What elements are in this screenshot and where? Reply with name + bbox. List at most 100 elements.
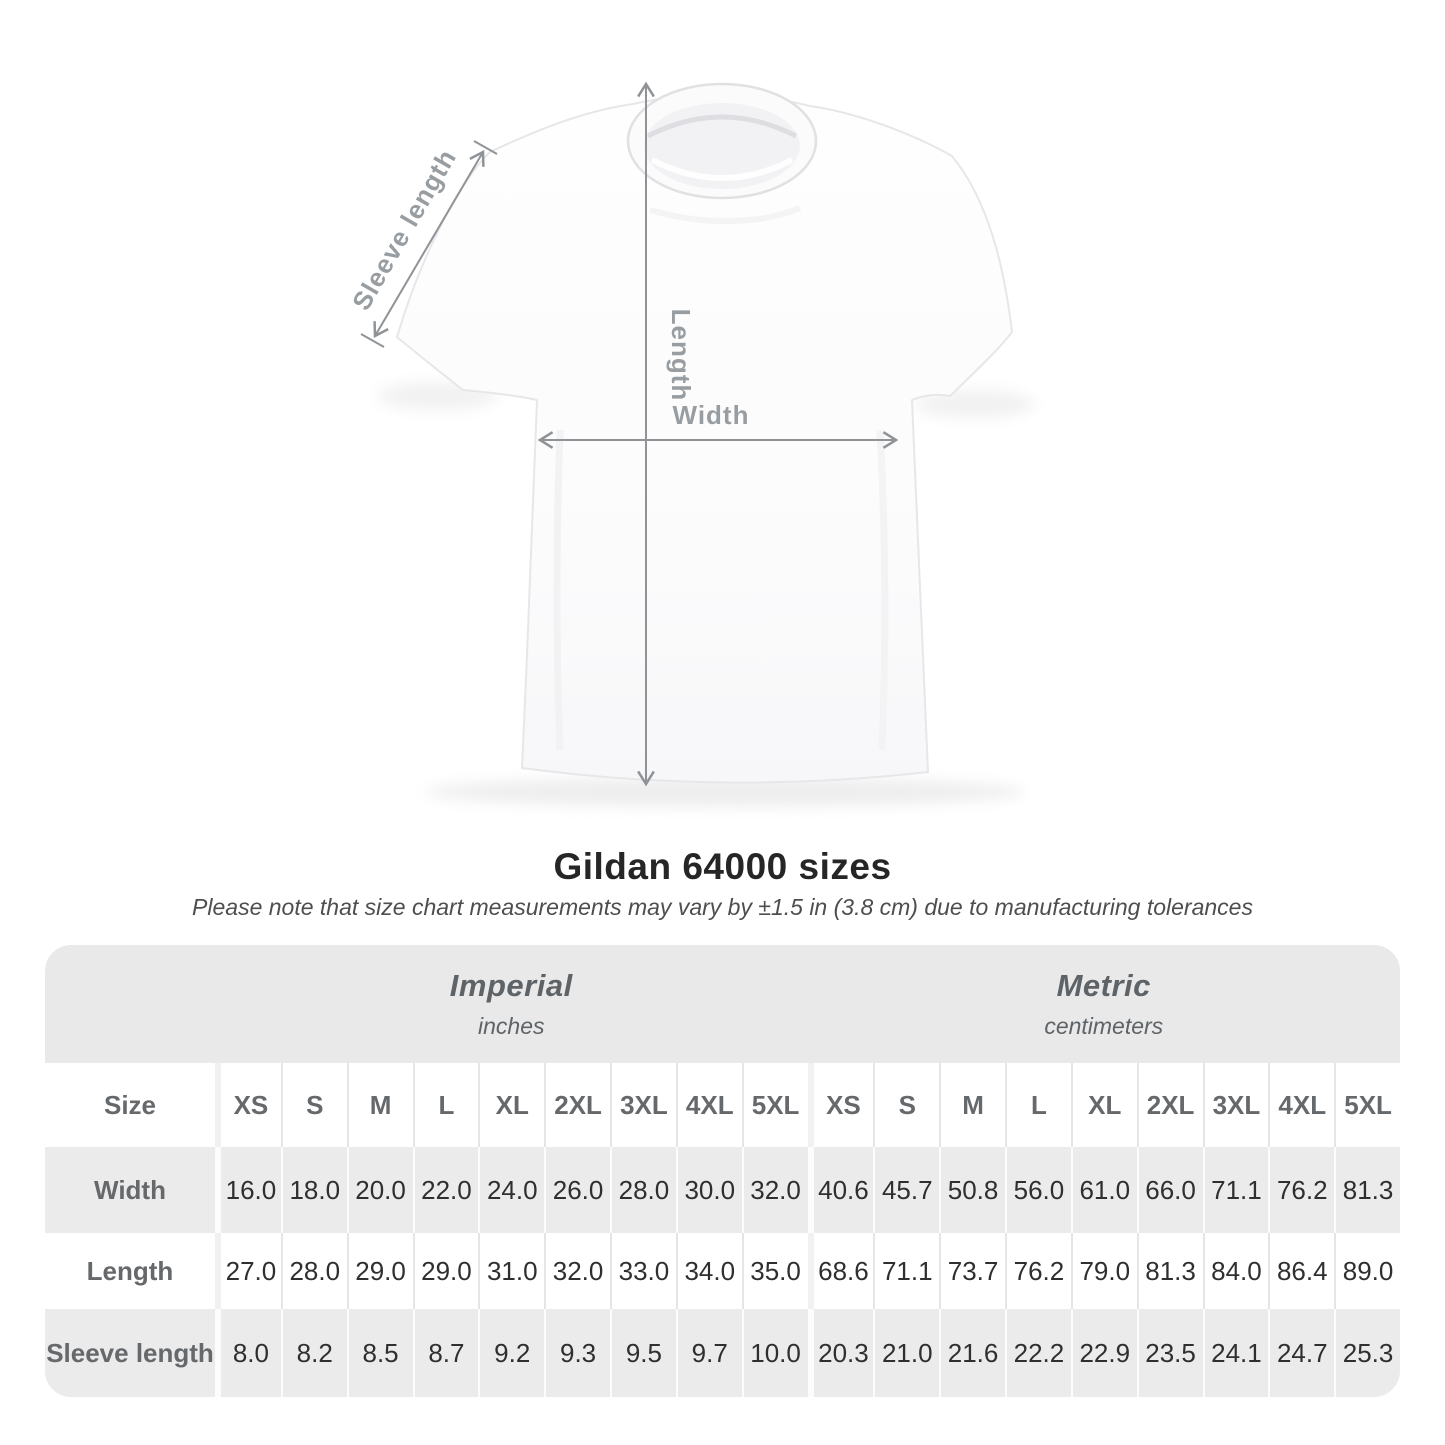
col-header-xl: XL xyxy=(1070,1063,1137,1147)
col-header-m: M xyxy=(346,1063,413,1147)
col-header-xs: XS xyxy=(807,1063,874,1147)
size-corner-header: Size xyxy=(45,1063,215,1147)
cell-width-imperial-2xl: 26.0 xyxy=(544,1147,610,1233)
sleeve-arrow-tick xyxy=(360,333,385,348)
col-header-2xl: 2XL xyxy=(544,1063,610,1147)
cell-width-metric-xl: 61.0 xyxy=(1070,1147,1137,1233)
cell-width-metric-2xl: 66.0 xyxy=(1136,1147,1203,1233)
cell-width-imperial-4xl: 30.0 xyxy=(675,1147,742,1233)
cell-length-metric-xs: 68.6 xyxy=(807,1233,874,1309)
group-label: Metric xyxy=(1056,968,1151,1003)
cell-width-metric-5xl: 81.3 xyxy=(1334,1147,1400,1233)
fold-line xyxy=(649,205,802,224)
col-header-m: M xyxy=(939,1063,1005,1147)
tolerance-note: Please note that size chart measurements… xyxy=(192,894,1253,920)
group-label: Imperial xyxy=(449,968,573,1003)
cell-sleeve-length-metric-5xl: 25.3 xyxy=(1334,1309,1400,1397)
cell-sleeve-length-imperial-2xl: 9.3 xyxy=(544,1309,610,1397)
cell-width-imperial-m: 20.0 xyxy=(346,1147,413,1233)
size-chart-table: Imperial inches Metric centimeters Size XS S M L… xyxy=(45,945,1400,1397)
cell-length-metric-l: 76.2 xyxy=(1005,1233,1071,1309)
cell-width-imperial-s: 18.0 xyxy=(280,1147,347,1233)
cell-sleeve-length-metric-m: 21.6 xyxy=(939,1309,1005,1397)
cell-sleeve-length-imperial-xl: 9.2 xyxy=(478,1309,545,1397)
col-header-xs: XS xyxy=(215,1063,281,1147)
col-header-l: L xyxy=(412,1063,479,1147)
cell-length-imperial-xs: 27.0 xyxy=(215,1233,281,1309)
cell-sleeve-length-imperial-5xl: 10.0 xyxy=(741,1309,808,1397)
cell-width-metric-3xl: 71.1 xyxy=(1202,1147,1269,1233)
cell-length-metric-3xl: 84.0 xyxy=(1202,1233,1269,1309)
row-label-width: Width xyxy=(45,1147,215,1233)
cell-sleeve-length-imperial-xs: 8.0 xyxy=(215,1309,281,1397)
cell-width-metric-4xl: 76.2 xyxy=(1268,1147,1335,1233)
cell-length-metric-xl: 79.0 xyxy=(1070,1233,1137,1309)
width-dimension-label: Width xyxy=(673,400,750,430)
col-header-l: L xyxy=(1005,1063,1071,1147)
cell-length-metric-m: 73.7 xyxy=(939,1233,1005,1309)
col-header-3xl: 3XL xyxy=(1202,1063,1269,1147)
cell-length-imperial-4xl: 34.0 xyxy=(675,1233,742,1309)
cell-length-metric-2xl: 81.3 xyxy=(1136,1233,1203,1309)
cell-sleeve-length-imperial-s: 8.2 xyxy=(280,1309,347,1397)
cell-length-imperial-m: 29.0 xyxy=(346,1233,413,1309)
group-unit: centimeters xyxy=(1044,1013,1164,1039)
right-sleeve-shadow xyxy=(915,390,1035,418)
group-header-spacer xyxy=(45,945,215,1063)
fold-line xyxy=(876,429,889,751)
cell-sleeve-length-metric-xl: 22.9 xyxy=(1070,1309,1137,1397)
cell-length-imperial-3xl: 33.0 xyxy=(610,1233,676,1309)
cell-length-imperial-s: 28.0 xyxy=(280,1233,347,1309)
cell-width-imperial-l: 22.0 xyxy=(412,1147,479,1233)
cell-sleeve-length-imperial-4xl: 9.7 xyxy=(675,1309,742,1397)
col-header-5xl: 5XL xyxy=(1334,1063,1400,1147)
collar-inner-shadow xyxy=(646,114,798,139)
cell-length-imperial-l: 29.0 xyxy=(412,1233,479,1309)
cell-sleeve-length-imperial-m: 8.5 xyxy=(346,1309,413,1397)
cell-length-metric-4xl: 86.4 xyxy=(1268,1233,1335,1309)
cell-length-imperial-2xl: 32.0 xyxy=(544,1233,610,1309)
cell-sleeve-length-metric-4xl: 24.7 xyxy=(1268,1309,1335,1397)
col-header-5xl: 5XL xyxy=(741,1063,808,1147)
cell-sleeve-length-metric-2xl: 23.5 xyxy=(1136,1309,1203,1397)
cell-width-metric-l: 56.0 xyxy=(1005,1147,1071,1233)
cell-sleeve-length-metric-s: 21.0 xyxy=(873,1309,940,1397)
group-header-imperial: Imperial inches xyxy=(215,945,808,1063)
cell-length-metric-s: 71.1 xyxy=(873,1233,940,1309)
sleeve-arrow-tick xyxy=(473,140,498,155)
cell-width-imperial-3xl: 28.0 xyxy=(610,1147,676,1233)
col-header-4xl: 4XL xyxy=(1268,1063,1335,1147)
col-header-4xl: 4XL xyxy=(675,1063,742,1147)
tshirt-svg: Length Width Sleeve length xyxy=(346,81,1035,807)
cell-sleeve-length-imperial-l: 8.7 xyxy=(412,1309,479,1397)
cell-width-imperial-5xl: 32.0 xyxy=(741,1147,808,1233)
cell-width-metric-xs: 40.6 xyxy=(807,1147,874,1233)
col-header-s: S xyxy=(280,1063,347,1147)
fold-line xyxy=(553,429,564,751)
cell-sleeve-length-imperial-3xl: 9.5 xyxy=(610,1309,676,1397)
cell-length-imperial-5xl: 35.0 xyxy=(741,1233,808,1309)
cell-length-metric-5xl: 89.0 xyxy=(1334,1233,1400,1309)
cell-sleeve-length-metric-l: 22.2 xyxy=(1005,1309,1071,1397)
cell-width-metric-m: 50.8 xyxy=(939,1147,1005,1233)
row-label-sleeve-length: Sleeve length xyxy=(45,1309,215,1397)
cell-sleeve-length-metric-xs: 20.3 xyxy=(807,1309,874,1397)
tshirt-size-diagram: Length Width Sleeve length xyxy=(320,40,1100,850)
group-unit: inches xyxy=(478,1013,545,1039)
cell-width-imperial-xl: 24.0 xyxy=(478,1147,545,1233)
collar-highlight xyxy=(650,157,794,181)
col-header-xl: XL xyxy=(478,1063,545,1147)
col-header-s: S xyxy=(873,1063,940,1147)
col-header-3xl: 3XL xyxy=(610,1063,676,1147)
length-dimension-label: Length xyxy=(666,309,696,402)
cell-width-imperial-xs: 16.0 xyxy=(215,1147,281,1233)
sleeve-length-arrow xyxy=(373,149,485,339)
cell-sleeve-length-metric-3xl: 24.1 xyxy=(1202,1309,1269,1397)
shirt-shadow xyxy=(425,777,1025,807)
cell-length-imperial-xl: 31.0 xyxy=(478,1233,545,1309)
group-header-metric: Metric centimeters xyxy=(807,945,1400,1063)
cell-width-metric-s: 45.7 xyxy=(873,1147,940,1233)
col-header-2xl: 2XL xyxy=(1136,1063,1203,1147)
page-title: Gildan 64000 sizes xyxy=(553,846,892,887)
row-label-length: Length xyxy=(45,1233,215,1309)
